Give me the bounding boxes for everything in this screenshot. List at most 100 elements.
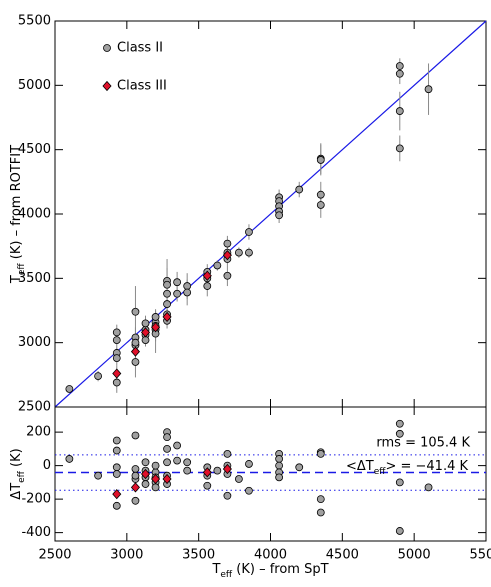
x-tick-label: 2500 <box>38 548 71 563</box>
point <box>275 211 284 220</box>
point <box>151 473 161 485</box>
point <box>140 468 151 480</box>
point <box>234 475 243 483</box>
point <box>65 455 74 463</box>
y-tick-label: 4000 <box>18 207 51 222</box>
point <box>163 280 171 289</box>
point <box>213 261 222 270</box>
point <box>112 368 122 379</box>
y-axis-label-part: eff <box>17 263 27 276</box>
point <box>395 429 404 438</box>
x-axis-label-part: (K) – from SpT <box>232 562 328 577</box>
point <box>141 336 150 344</box>
point <box>151 313 160 321</box>
point <box>316 449 325 458</box>
mean-label-part: eff <box>374 467 387 477</box>
point <box>141 319 150 328</box>
point <box>94 471 102 480</box>
point <box>131 431 140 440</box>
legend-marker <box>103 44 111 52</box>
point <box>173 441 182 450</box>
x-tick-label: 4000 <box>254 548 287 563</box>
mean-label: <ΔTeff> = −41.4 K <box>346 459 469 477</box>
legend-label: Class III <box>117 79 167 94</box>
point <box>275 461 284 470</box>
y-tick-label: -200 <box>21 492 51 507</box>
point <box>151 461 160 470</box>
x-tick-label: 5500 <box>469 548 491 563</box>
point <box>275 473 284 482</box>
point <box>234 248 243 257</box>
point <box>151 483 160 492</box>
x-tick-label: 3000 <box>110 548 143 563</box>
point <box>94 372 102 381</box>
point <box>112 354 121 363</box>
y-axis-label: ΔTeff (K) <box>9 448 27 499</box>
point <box>141 480 150 488</box>
point <box>203 282 212 290</box>
point <box>424 483 433 492</box>
point <box>395 69 404 78</box>
x-tick-label: 4500 <box>326 548 359 563</box>
point <box>213 466 222 475</box>
point <box>316 495 325 504</box>
point <box>275 455 284 463</box>
point <box>222 250 232 261</box>
point <box>130 346 140 357</box>
y-tick-label: -400 <box>21 525 51 540</box>
point <box>151 322 161 333</box>
point <box>202 270 212 281</box>
point <box>395 144 404 153</box>
point <box>163 300 171 308</box>
x-axis-label-part: eff <box>220 570 233 580</box>
point <box>131 307 140 316</box>
point <box>245 248 253 257</box>
point <box>203 481 212 490</box>
y-tick-label: 5000 <box>18 78 51 93</box>
point <box>316 190 325 199</box>
y-tick-label: 200 <box>26 425 51 440</box>
point <box>395 107 404 115</box>
point <box>131 471 140 480</box>
y-tick-label: 3000 <box>18 335 51 350</box>
point <box>112 446 121 455</box>
point <box>245 486 253 495</box>
y-tick-label: 4500 <box>18 142 51 157</box>
point <box>163 444 171 453</box>
rms-label: rms = 105.4 K <box>376 436 470 451</box>
y-axis-label-part: (K) – from ROTFIT <box>9 145 24 263</box>
legend-label: Class II <box>117 41 163 56</box>
point <box>395 419 404 428</box>
point <box>173 289 182 298</box>
x-axis-label: Teff (K) – from SpT <box>211 562 328 580</box>
point <box>295 463 304 472</box>
point <box>112 378 121 387</box>
point <box>162 473 172 485</box>
y-axis-label-part: (K) <box>9 448 24 471</box>
point <box>112 463 121 472</box>
point <box>173 456 182 465</box>
point <box>183 282 192 290</box>
point <box>65 385 74 393</box>
mean-label-part: > = −41.4 K <box>385 459 468 474</box>
point <box>162 311 172 323</box>
point <box>112 470 121 478</box>
x-tick-label: 5000 <box>398 548 431 563</box>
y-axis-label-part: eff <box>17 470 27 483</box>
point <box>131 496 140 505</box>
point <box>295 185 304 194</box>
point <box>173 278 182 287</box>
point <box>245 228 253 236</box>
identity-line <box>54 20 487 408</box>
point <box>183 288 192 297</box>
legend-marker <box>102 80 112 92</box>
point <box>245 460 253 468</box>
point <box>223 271 232 280</box>
point <box>316 508 325 517</box>
y-tick-label: 5500 <box>18 14 51 29</box>
point <box>395 62 404 70</box>
point <box>183 466 192 475</box>
point <box>112 488 122 500</box>
point <box>223 491 232 500</box>
point <box>222 463 232 475</box>
